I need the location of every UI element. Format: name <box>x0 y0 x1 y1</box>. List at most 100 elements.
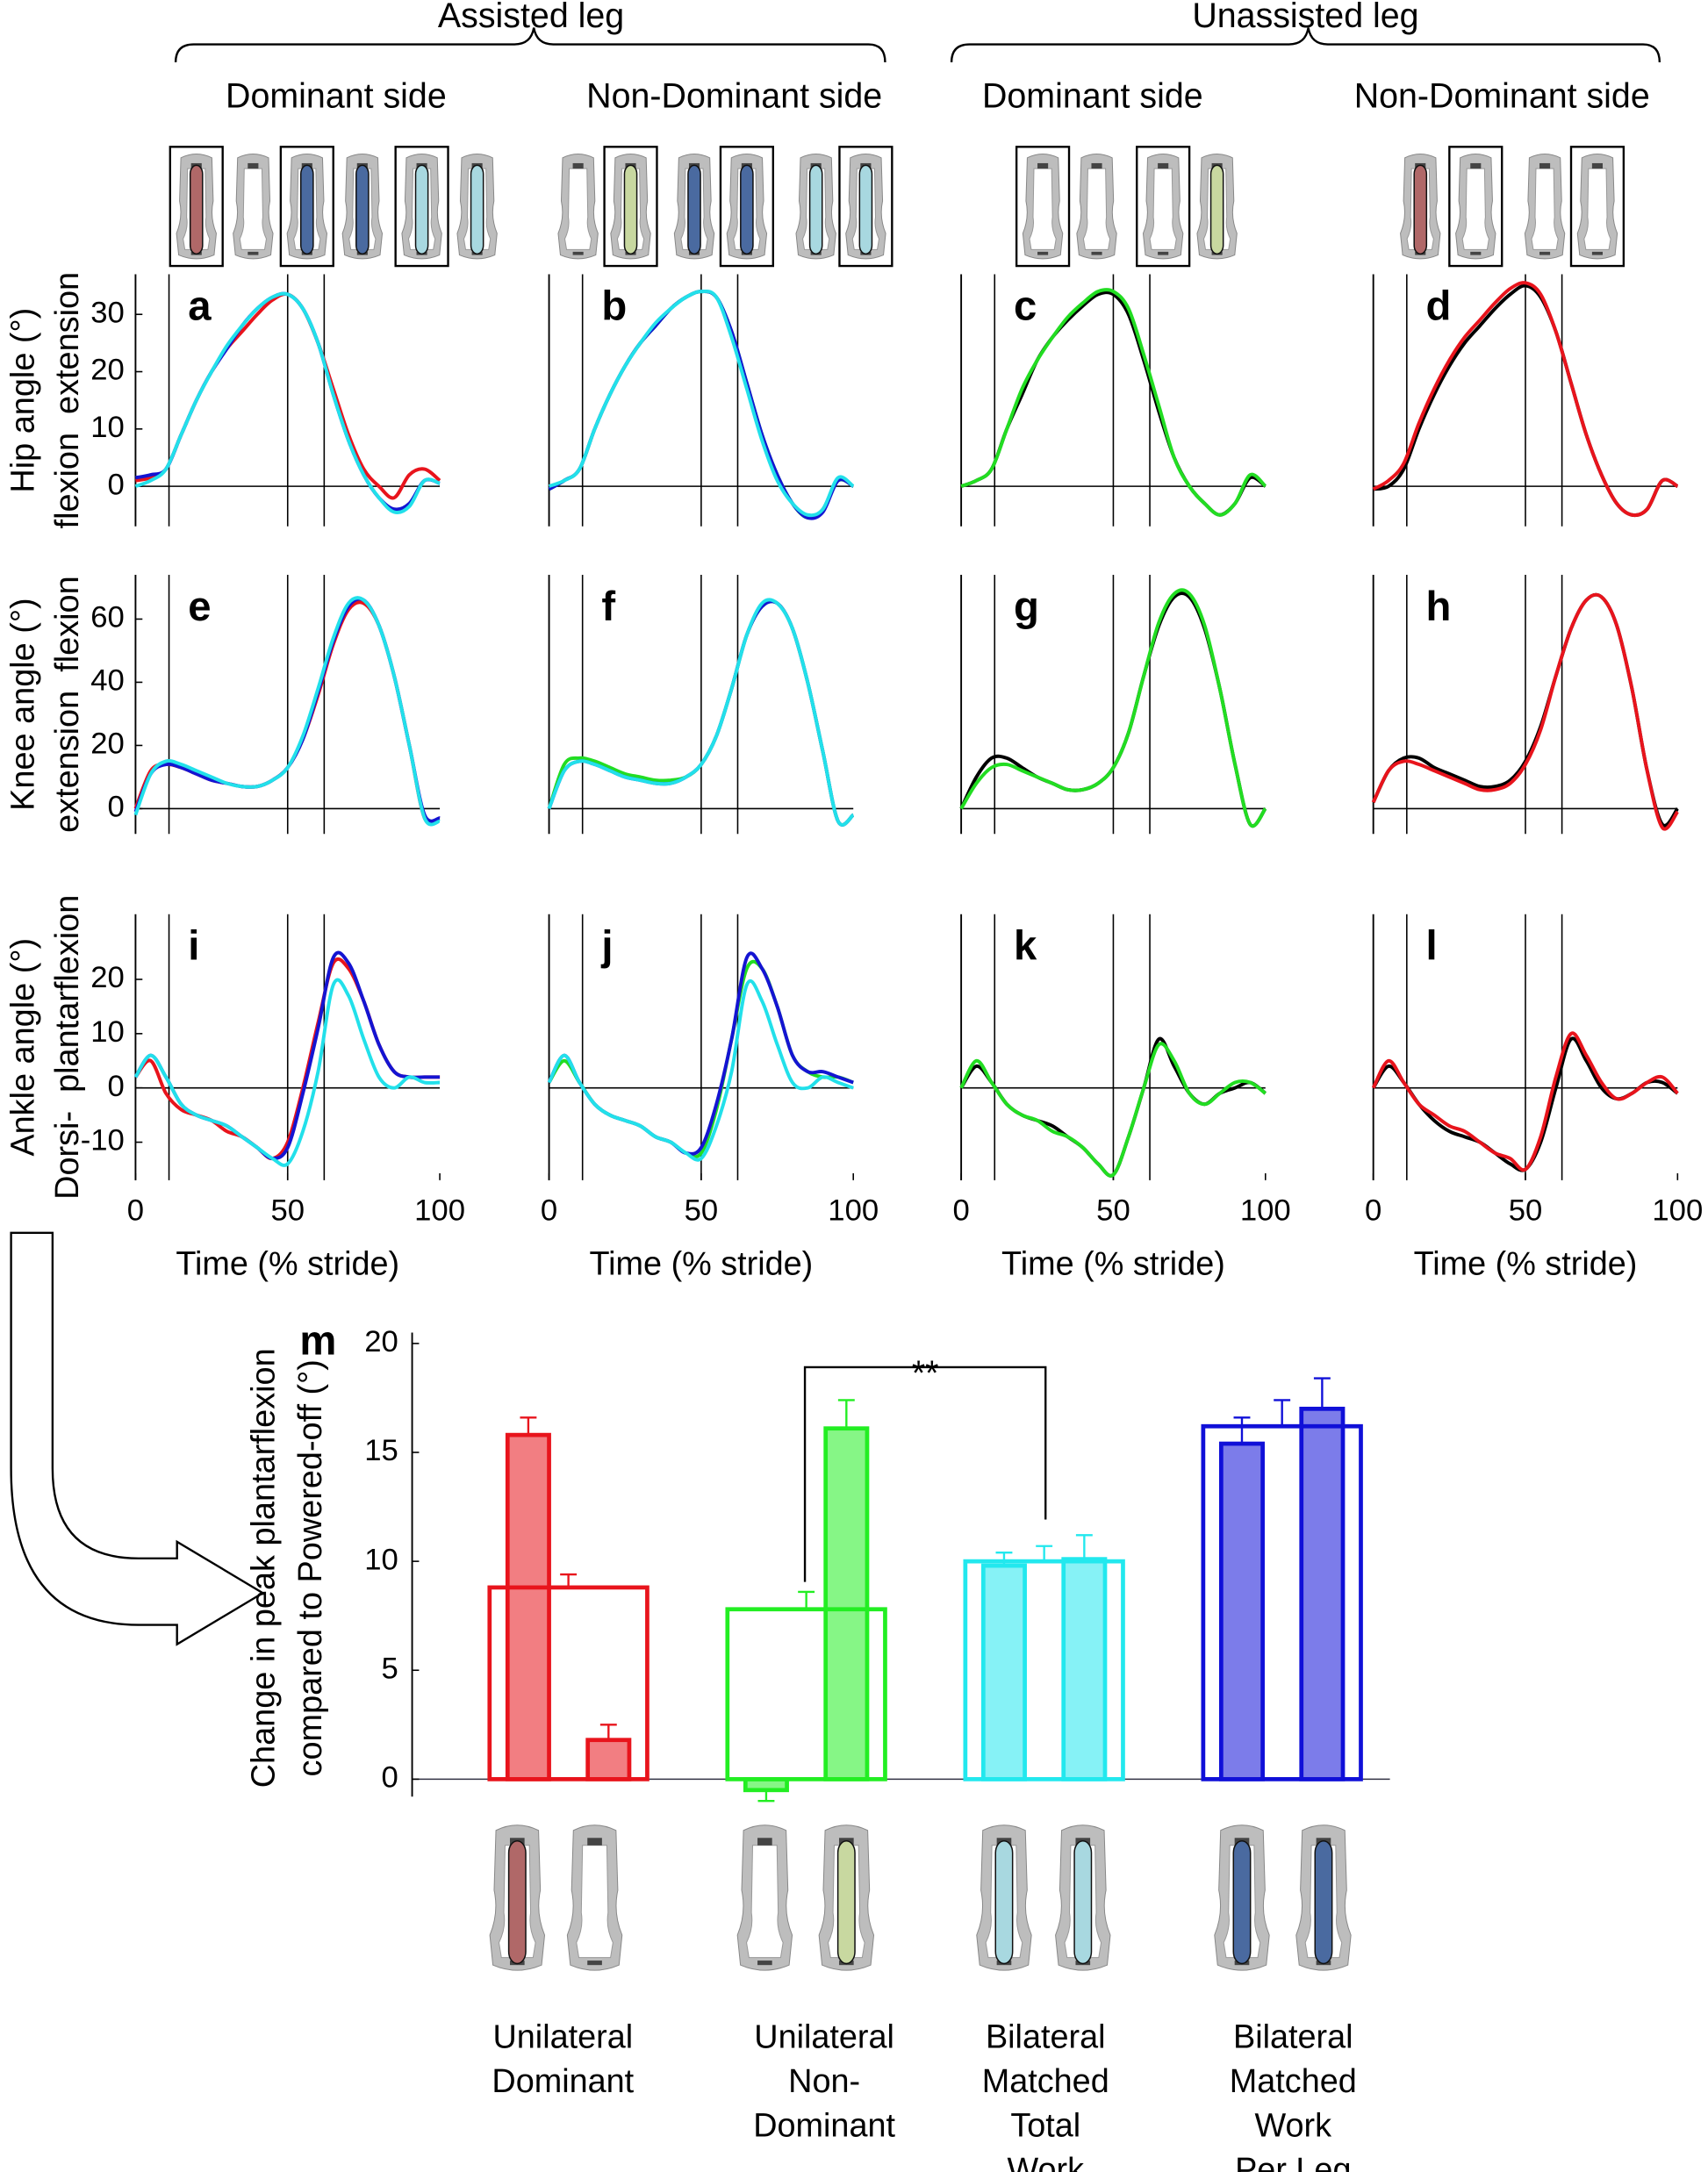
foot-pad <box>1591 162 1603 169</box>
exo-insert <box>509 1841 526 1964</box>
error-bar <box>599 1724 617 1740</box>
foot-icon <box>977 1825 1031 1970</box>
arrow <box>10 1231 265 1646</box>
foot-inner <box>1150 168 1176 249</box>
column-header: Dominant side <box>226 76 447 115</box>
x-tick-label: 0 <box>1365 1194 1381 1227</box>
y-axis-label: Hip angle (°) <box>4 308 41 493</box>
icon-box <box>719 146 775 268</box>
category-label: Non- <box>788 2063 860 2100</box>
error-bar <box>757 1789 775 1803</box>
foot-icon <box>819 1825 873 1970</box>
panel-label: i <box>188 923 199 970</box>
foot-icon <box>402 154 441 258</box>
error-bar <box>560 1573 578 1588</box>
series-line <box>960 288 1267 517</box>
exo-insert <box>416 165 428 254</box>
bar <box>585 1738 632 1781</box>
category-label: Bilateral <box>1233 2018 1353 2055</box>
foot-icon <box>233 154 273 258</box>
x-tick-label: 100 <box>828 1194 879 1227</box>
foot-icon <box>846 154 886 258</box>
exo-insert <box>741 165 753 254</box>
panel-label: b <box>601 283 627 329</box>
error-bar <box>837 1399 855 1429</box>
foot-icon <box>567 1825 621 1970</box>
exo-insert <box>1414 165 1426 254</box>
bar <box>505 1432 551 1781</box>
x-tick-label: 100 <box>1240 1194 1291 1227</box>
foot-inner <box>747 1846 784 1958</box>
foot-pad <box>587 1961 602 1966</box>
bar <box>1218 1441 1265 1781</box>
series-line <box>547 598 855 827</box>
series-line <box>548 289 855 518</box>
column-header: Non-Dominant side <box>586 76 882 115</box>
foot-inner <box>240 168 266 249</box>
exo-insert <box>190 165 203 254</box>
exo-insert <box>301 165 313 254</box>
group-header: Assisted leg <box>438 0 624 35</box>
y-tick-label: 20 <box>90 728 125 761</box>
foot-icon <box>457 154 497 258</box>
foot-pad <box>757 1838 772 1846</box>
foot-icon <box>727 154 766 258</box>
foot-icon <box>287 154 327 258</box>
y-axis-label: flexion extension <box>49 272 86 529</box>
foot-icon <box>1077 154 1116 258</box>
foot-icon <box>490 1825 544 1970</box>
panel-label: j <box>600 923 613 970</box>
panel-label: k <box>1014 923 1037 970</box>
series-line <box>959 1042 1267 1178</box>
foot-icon <box>342 154 382 258</box>
y-tick-label: 0 <box>108 791 125 824</box>
exo-insert <box>1315 1841 1331 1964</box>
foot-icon <box>674 154 714 258</box>
exo-insert <box>688 165 700 254</box>
bar <box>743 1777 789 1793</box>
panel-label: h <box>1426 584 1452 630</box>
icon-box <box>838 146 893 268</box>
exo-insert <box>995 1841 1012 1964</box>
x-axis-label: Time (% stride) <box>1414 1246 1638 1283</box>
x-tick-label: 0 <box>952 1194 969 1227</box>
group-header: Unassisted leg <box>1192 0 1418 35</box>
error-bar <box>1036 1545 1053 1562</box>
foot-pad <box>1091 251 1102 255</box>
foot-icon <box>796 154 836 258</box>
foot-icon <box>611 154 650 258</box>
error-bar <box>798 1590 815 1609</box>
icon-box <box>1015 146 1071 268</box>
y-axis-label: Dorsi- plantarflexion <box>49 895 86 1200</box>
foot-pad <box>1539 162 1551 169</box>
foot-pad <box>1591 251 1603 255</box>
y-tick-label: 20 <box>364 1325 398 1358</box>
icon-box <box>279 146 334 268</box>
series-line <box>1372 281 1679 518</box>
error-bar <box>1313 1377 1331 1409</box>
y-tick-label: 10 <box>90 411 125 444</box>
icon-box <box>1448 146 1503 268</box>
foot-inner <box>1030 168 1056 249</box>
panel-label: e <box>188 584 211 630</box>
series-line <box>133 978 441 1167</box>
foot-icon <box>1296 1825 1351 1970</box>
series-line <box>1371 592 1679 831</box>
bar <box>1299 1406 1346 1781</box>
category-label: Matched <box>1230 2063 1357 2100</box>
y-tick-label: 0 <box>108 1070 125 1103</box>
x-tick-label: 100 <box>1652 1194 1703 1227</box>
foot-icon <box>1215 1825 1269 1970</box>
y-tick-label: 20 <box>90 961 125 994</box>
foot-icon <box>1577 154 1617 258</box>
foot-pad <box>572 162 584 169</box>
y-tick-label: 10 <box>364 1543 398 1576</box>
y-axis-label: Change in peak plantarflexion <box>246 1348 283 1788</box>
bar <box>980 1563 1027 1781</box>
foot-icon <box>1023 154 1062 258</box>
y-tick-label: 0 <box>382 1761 398 1795</box>
foot-icon <box>1401 154 1440 258</box>
y-tick-label: 30 <box>90 296 125 329</box>
category-label: Unilateral <box>754 2018 894 2055</box>
y-tick-label: 5 <box>382 1652 398 1685</box>
